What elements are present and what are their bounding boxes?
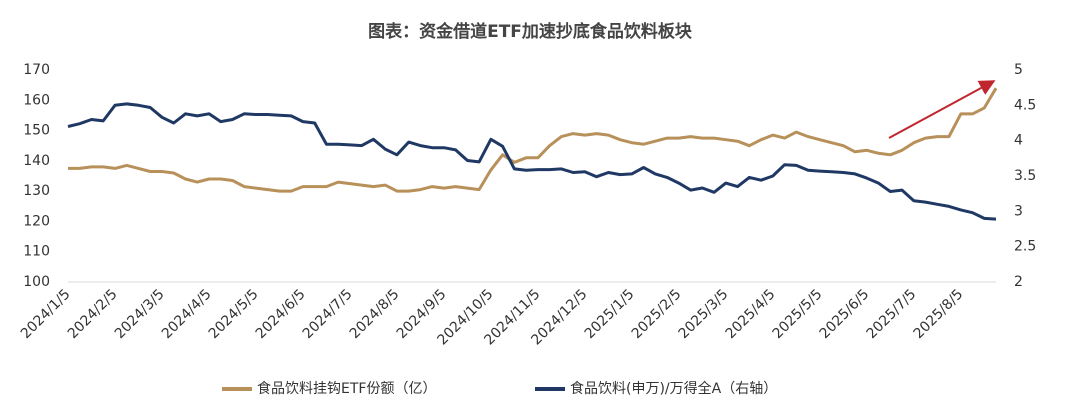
x-tick-label: 2025/4/5 (723, 286, 779, 342)
x-tick-label: 2024/7/5 (300, 286, 356, 342)
y-tick-label: 100 (23, 274, 50, 290)
y-tick-label: 120 (23, 213, 50, 229)
y2-tick-label: 2.5 (1014, 239, 1036, 255)
y2-tick-label: 3 (1014, 203, 1023, 219)
legend-label: 食品饮料(申万)/万得全A（右轴） (570, 380, 777, 397)
x-tick-label: 2024/5/5 (206, 286, 262, 342)
line-series (68, 87, 998, 193)
y-tick-label: 140 (23, 153, 50, 169)
x-tick-label: 2025/2/5 (629, 286, 685, 342)
x-tick-label: 2024/8/5 (347, 286, 403, 342)
x-tick-label: 2024/3/5 (112, 286, 168, 342)
y2-tick-label: 2 (1014, 274, 1023, 290)
x-tick-label: 2024/1/5 (18, 286, 74, 342)
x-tick-label: 2024/6/5 (253, 286, 309, 342)
x-tick-label: 2025/8/5 (911, 286, 967, 342)
x-tick-label: 2025/1/5 (582, 286, 638, 342)
x-tick-label: 2024/4/5 (159, 286, 215, 342)
x-tick-label: 2025/7/5 (864, 286, 920, 342)
y-tick-label: 160 (23, 92, 50, 108)
x-tick-label: 2025/3/5 (676, 286, 732, 342)
y2-tick-label: 4 (1014, 133, 1023, 149)
y-tick-label: 130 (23, 183, 50, 199)
y-tick-label: 110 (23, 244, 50, 260)
y2-tick-label: 5 (1014, 62, 1023, 78)
chart-title: 图表：资金借道ETF加速抄底食品饮料板块 (368, 21, 693, 42)
x-tick-label: 2025/5/5 (770, 286, 826, 342)
x-tick-label: 2025/6/5 (817, 286, 873, 342)
y2-tick-label: 4.5 (1014, 97, 1036, 113)
y2-tick-label: 3.5 (1014, 168, 1036, 184)
legend-label: 食品饮料挂钩ETF份额（亿） (257, 380, 436, 397)
y-tick-label: 170 (23, 62, 50, 78)
x-tick-label: 2024/2/5 (65, 286, 121, 342)
line-series (67, 102, 997, 221)
trend-arrow (888, 80, 996, 139)
y-tick-label: 150 (23, 123, 50, 139)
